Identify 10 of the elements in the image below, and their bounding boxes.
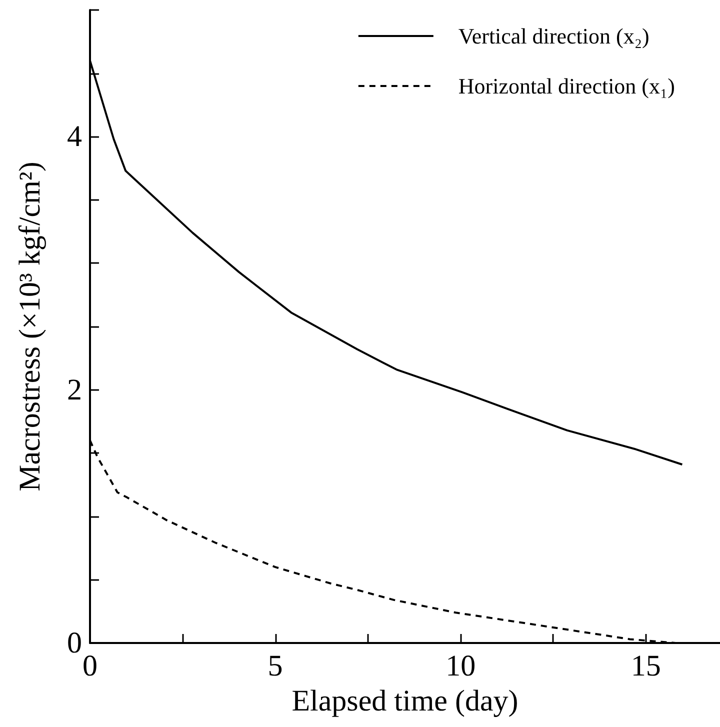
legend-label: Horizontal direction (x₁): [458, 74, 676, 98]
y-tick-label: 0: [67, 626, 82, 660]
x-axis-title: Elapsed time (day): [292, 684, 518, 718]
legend-label: Vertical direction (x₂): [458, 24, 650, 48]
x-tick-label: 15: [630, 650, 661, 682]
x-tick-label: 10: [446, 650, 476, 682]
y-tick-label: 2: [67, 373, 82, 406]
x-tick-label: 5: [268, 650, 283, 682]
y-axis-title: Macrostress (×10³ kgf/cm²): [14, 162, 46, 492]
y-tick-label: 4: [67, 120, 82, 154]
